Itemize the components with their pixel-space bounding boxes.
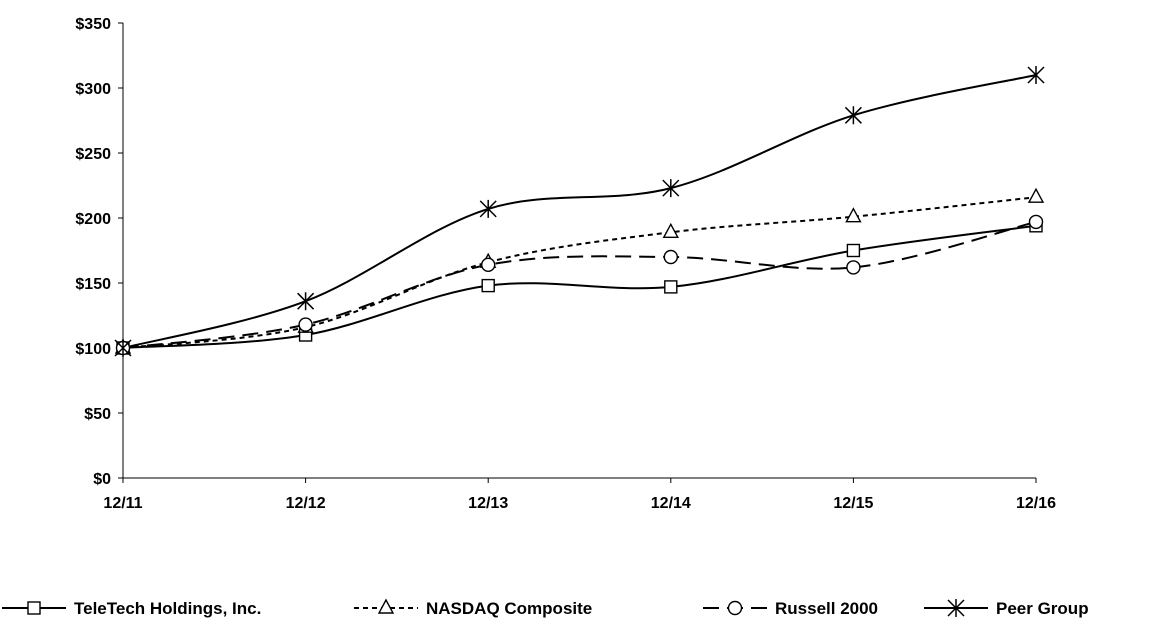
data-point-marker-circle — [481, 257, 496, 272]
data-point-marker-star — [844, 106, 862, 125]
data-point-marker-star — [1027, 66, 1045, 84]
y-tick-label: $250 — [75, 146, 111, 163]
data-point-marker-triangle — [662, 222, 679, 239]
x-tick-label: 12/13 — [468, 495, 508, 512]
y-tick-label: $200 — [75, 211, 111, 228]
data-point-marker-triangle — [845, 207, 862, 223]
series-line-0 — [122, 224, 1037, 349]
data-point-marker-triangle — [1027, 187, 1045, 203]
legend: TeleTech Holdings, Inc. NASDAQ Composite R… — [2, 598, 1089, 618]
data-point-marker-circle — [846, 260, 861, 275]
axes: $0 $50 $100 $150 $200 $250 $300 $350 12/11 12/12 1… — [75, 16, 1056, 512]
legend-marker-triangle — [377, 598, 395, 614]
y-tick-label: $150 — [75, 276, 111, 293]
legend-label: Peer Group — [996, 599, 1089, 618]
x-tick-label: 12/12 — [286, 495, 326, 512]
y-tick-label: $100 — [75, 341, 111, 358]
y-tick-label: $350 — [75, 16, 111, 33]
series-line-1 — [122, 196, 1037, 349]
legend-label: TeleTech Holdings, Inc. — [74, 599, 261, 618]
data-point-marker-star — [114, 339, 132, 357]
data-point-marker-star — [662, 179, 680, 198]
y-tick-label: $50 — [84, 406, 111, 423]
x-tick-label: 12/14 — [651, 495, 691, 512]
legend-marker-star — [947, 599, 965, 617]
data-point-marker-star — [297, 292, 315, 311]
legend-label: Russell 2000 — [775, 599, 878, 618]
legend-marker-square — [27, 601, 41, 615]
x-tick-label: 12/11 — [103, 495, 142, 512]
legend-label: NASDAQ Composite — [426, 599, 592, 618]
data-point-marker-square — [846, 243, 861, 258]
data-point-marker-circle — [298, 317, 313, 332]
data-point-marker-square — [481, 278, 495, 293]
data-point-marker-circle — [663, 249, 678, 265]
legend-marker-circle — [727, 600, 743, 616]
series-line-3 — [122, 74, 1037, 349]
x-tick-label: 12/16 — [1016, 495, 1056, 512]
x-tick-label: 12/15 — [833, 495, 873, 512]
data-point-marker-star — [479, 199, 497, 218]
series-lines — [122, 74, 1037, 349]
y-tick-label: $0 — [93, 471, 111, 488]
series-line-2 — [122, 220, 1037, 349]
y-tick-label: $300 — [75, 81, 111, 98]
data-point-marker-square — [664, 280, 678, 294]
data-point-marker-circle — [1028, 214, 1044, 230]
series-markers — [114, 66, 1045, 357]
